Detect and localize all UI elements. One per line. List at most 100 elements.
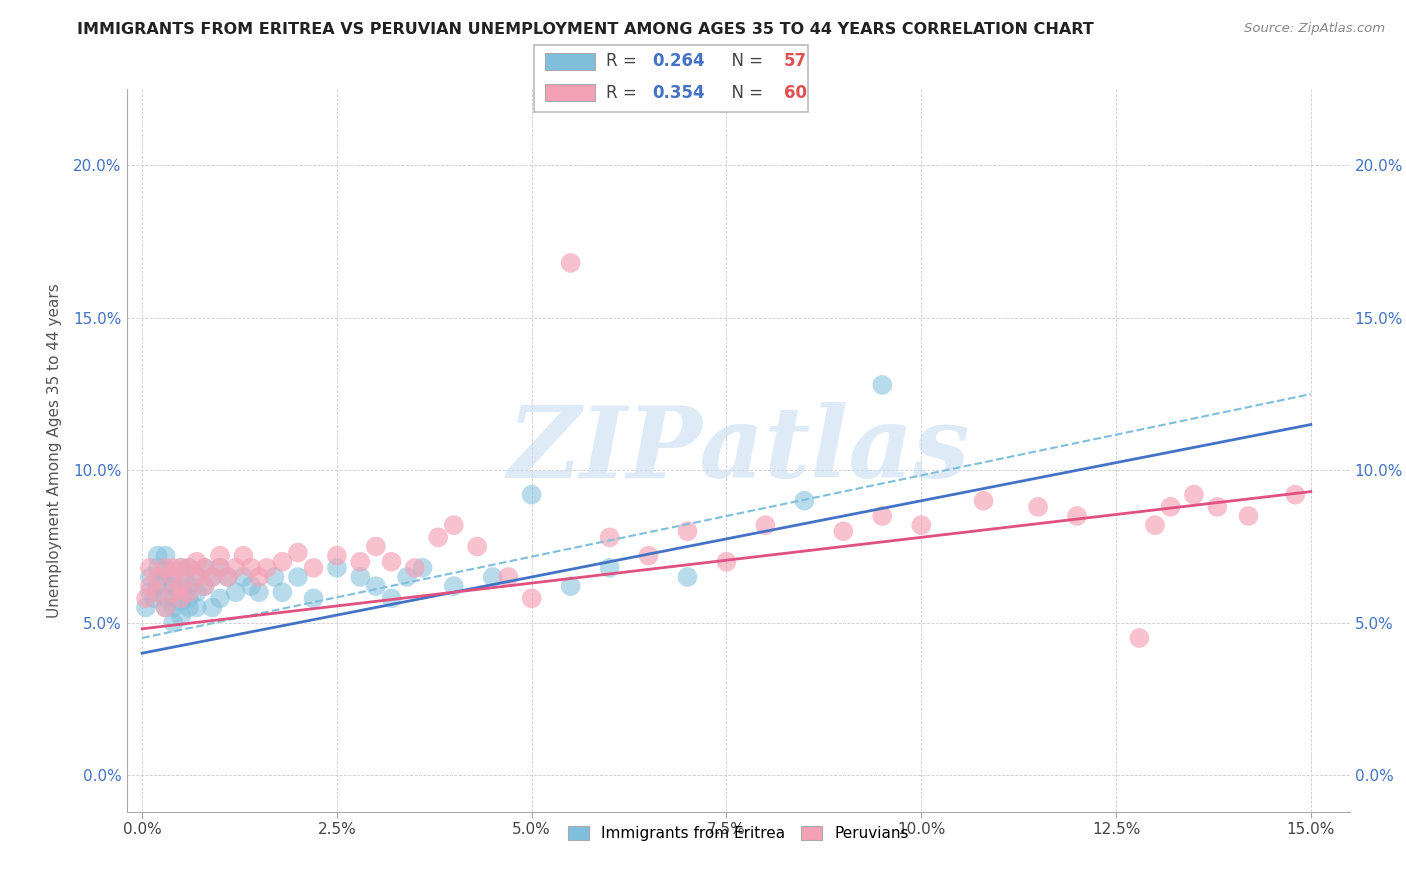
Point — [465, 540, 488, 554]
Point — [170, 591, 193, 606]
Point — [135, 600, 157, 615]
Point — [162, 561, 184, 575]
Point — [201, 570, 224, 584]
Point — [170, 609, 193, 624]
Point — [1066, 508, 1088, 523]
Text: IMMIGRANTS FROM ERITREA VS PERUVIAN UNEMPLOYMENT AMONG AGES 35 TO 44 YEARS CORRE: IMMIGRANTS FROM ERITREA VS PERUVIAN UNEM… — [77, 22, 1094, 37]
Point — [232, 570, 254, 584]
Legend: Immigrants from Eritrea, Peruvians: Immigrants from Eritrea, Peruvians — [561, 820, 915, 847]
FancyBboxPatch shape — [534, 45, 808, 112]
Point — [380, 591, 402, 606]
Point — [186, 600, 208, 615]
Point — [637, 549, 659, 563]
Point — [364, 540, 387, 554]
Point — [225, 561, 247, 575]
Point — [146, 570, 169, 584]
Point — [973, 493, 995, 508]
Point — [155, 561, 177, 575]
Point — [395, 570, 418, 584]
Text: 60: 60 — [783, 84, 807, 102]
Text: R =: R = — [606, 84, 641, 102]
Point — [146, 549, 169, 563]
Text: 0.354: 0.354 — [652, 84, 704, 102]
Point — [443, 579, 465, 593]
Text: Source: ZipAtlas.com: Source: ZipAtlas.com — [1244, 22, 1385, 36]
Point — [162, 585, 184, 599]
Point — [201, 600, 224, 615]
Point — [201, 570, 224, 584]
Point — [302, 561, 325, 575]
Point — [1143, 518, 1166, 533]
Point — [186, 570, 208, 584]
Point — [263, 570, 285, 584]
Point — [599, 561, 621, 575]
Point — [177, 561, 200, 575]
Point — [186, 570, 208, 584]
Point — [170, 561, 193, 575]
Point — [240, 579, 263, 593]
Point — [232, 549, 254, 563]
Point — [193, 579, 215, 593]
Point — [177, 585, 200, 599]
Point — [155, 600, 177, 615]
Y-axis label: Unemployment Among Ages 35 to 44 years: Unemployment Among Ages 35 to 44 years — [48, 283, 62, 618]
Point — [146, 585, 169, 599]
Point — [217, 570, 239, 584]
Point — [177, 591, 200, 606]
Point — [208, 561, 231, 575]
Point — [135, 591, 157, 606]
Point — [155, 564, 177, 578]
Point — [1182, 488, 1205, 502]
Point — [208, 561, 231, 575]
Point — [139, 570, 162, 584]
Point — [872, 378, 894, 392]
Point — [1026, 500, 1049, 514]
Point — [793, 493, 815, 508]
Point — [520, 591, 543, 606]
Point — [1237, 508, 1260, 523]
Point — [872, 508, 894, 523]
Point — [240, 561, 263, 575]
Point — [155, 591, 177, 606]
Point — [208, 591, 231, 606]
Point — [302, 591, 325, 606]
Point — [208, 549, 231, 563]
Point — [139, 579, 162, 593]
Point — [247, 570, 270, 584]
Point — [832, 524, 855, 539]
Point — [364, 579, 387, 593]
Point — [520, 488, 543, 502]
Point — [716, 555, 738, 569]
Point — [177, 561, 200, 575]
Point — [498, 570, 520, 584]
Point — [326, 561, 349, 575]
Bar — [546, 53, 595, 70]
Text: 57: 57 — [783, 53, 807, 70]
Point — [349, 570, 371, 584]
Point — [162, 615, 184, 630]
Point — [155, 600, 177, 615]
Point — [676, 524, 699, 539]
Point — [155, 549, 177, 563]
Point — [910, 518, 932, 533]
Point — [193, 561, 215, 575]
Point — [146, 561, 169, 575]
Bar — [546, 84, 595, 102]
Point — [349, 555, 371, 569]
Point — [162, 600, 184, 615]
Point — [1128, 631, 1150, 645]
Point — [247, 585, 270, 599]
Point — [380, 555, 402, 569]
Point — [162, 579, 184, 593]
Point — [170, 579, 193, 593]
Point — [1284, 488, 1306, 502]
Point — [170, 579, 193, 593]
Point — [186, 555, 208, 569]
Point — [754, 518, 776, 533]
Point — [139, 561, 162, 575]
Point — [225, 585, 247, 599]
Point — [443, 518, 465, 533]
Point — [404, 561, 426, 575]
Point — [162, 570, 184, 584]
Text: N =: N = — [721, 53, 768, 70]
